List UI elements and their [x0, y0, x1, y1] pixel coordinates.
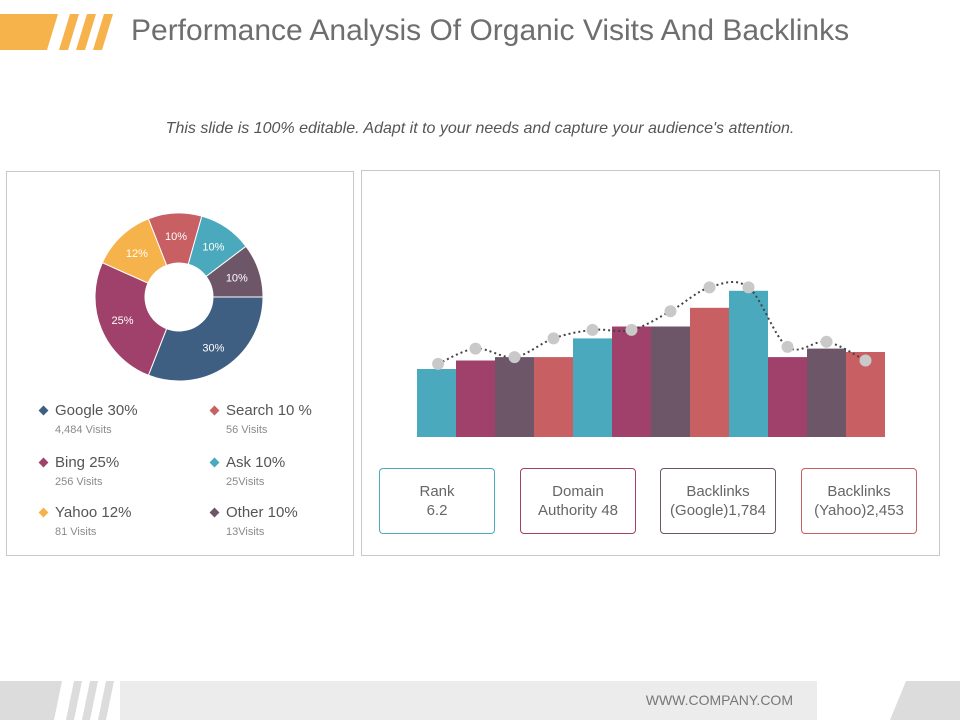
diamond-icon — [209, 405, 220, 416]
trend-point — [625, 323, 638, 336]
trend-point — [508, 351, 521, 364]
page-title: Performance Analysis Of Organic Visits A… — [131, 14, 850, 47]
donut-slice-label: 30% — [202, 342, 224, 354]
footer-decoration-right — [890, 681, 960, 720]
stat-line-1: Rank — [419, 483, 455, 500]
footer-decoration-left — [0, 681, 114, 720]
bar — [651, 326, 690, 437]
bar — [729, 290, 768, 437]
bar — [690, 307, 729, 437]
header-decoration — [0, 14, 113, 50]
legend-label: Bing 25% — [55, 454, 120, 471]
bar — [612, 326, 651, 437]
trend-point — [469, 342, 482, 355]
donut-slice-label: 10% — [202, 242, 224, 254]
legend-item-google: Google 30% 4,484 Visits — [37, 402, 207, 436]
page-subtitle: This slide is 100% editable. Adapt it to… — [165, 120, 795, 137]
trend-point — [859, 354, 872, 367]
bar — [768, 357, 807, 437]
donut-slice-other — [205, 245, 264, 298]
bar — [573, 338, 612, 437]
diamond-icon — [38, 405, 49, 416]
legend-item-bing: Bing 25% 256 Visits — [37, 454, 207, 488]
stat-box-backlinks-google: Backlinks (Google)1,784 — [660, 468, 776, 534]
stat-box-rank: Rank 6.2 — [379, 468, 495, 534]
legend-item-yahoo: Yahoo 12% 81 Visits — [37, 504, 207, 538]
legend-label: Yahoo 12% — [55, 504, 132, 521]
diamond-icon — [38, 507, 49, 518]
legend-visits: 81 Visits — [55, 526, 97, 538]
trend-point — [664, 305, 677, 318]
legend-item-ask: Ask 10% 25Visits — [208, 454, 378, 488]
diamond-icon — [209, 457, 220, 468]
donut-slice-label: 12% — [126, 248, 148, 260]
legend-label: Other 10% — [226, 504, 298, 521]
bar — [807, 348, 846, 437]
bar — [456, 360, 495, 437]
trend-point — [547, 332, 560, 345]
footer-bar: WWW.COMPANY.COM — [120, 681, 817, 720]
trend-point — [432, 357, 445, 370]
legend-visits: 4,484 Visits — [55, 424, 112, 436]
bar — [534, 357, 573, 437]
donut-slice-label: 10% — [226, 273, 248, 285]
donut-slice-bing — [94, 262, 168, 376]
donut-slice-label: 10% — [165, 231, 187, 243]
diamond-icon — [38, 457, 49, 468]
stat-line-1: Backlinks — [827, 483, 891, 500]
trend-point — [586, 323, 599, 336]
stat-box-domain-authority: Domain Authority 48 — [520, 468, 636, 534]
donut-slice-google — [147, 296, 264, 382]
stat-line-2: (Yahoo)2,453 — [814, 502, 904, 519]
bar — [417, 369, 456, 437]
stat-line-2: 6.2 — [426, 502, 448, 519]
trend-point — [820, 335, 833, 348]
donut-panel: 30% 25% 12% 10% 10% 10% Google 30% 4,484 Visi… — [6, 171, 354, 556]
bar — [495, 357, 534, 437]
legend-label: Google 30% — [55, 402, 138, 419]
legend-visits: 56 Visits — [226, 424, 268, 436]
diamond-icon — [209, 507, 220, 518]
legend-visits: 13Visits — [226, 526, 265, 538]
stat-box-backlinks-yahoo: Backlinks (Yahoo)2,453 — [801, 468, 917, 534]
donut-slice-label: 25% — [112, 315, 134, 327]
trend-point — [781, 340, 794, 353]
stat-line-2: Authority 48 — [537, 502, 619, 519]
trend-point — [742, 281, 755, 294]
stat-line-1: Backlinks — [686, 483, 750, 500]
donut-chart: 30% 25% 12% 10% 10% 10% — [94, 212, 264, 382]
trend-point — [703, 281, 716, 294]
legend-label: Ask 10% — [226, 454, 286, 471]
stat-line-1: Domain — [552, 483, 604, 500]
bar-panel — [361, 170, 940, 556]
legend-visits: 25Visits — [226, 476, 265, 488]
legend-visits: 256 Visits — [55, 476, 103, 488]
legend-item-search: Search 10 % 56 Visits — [208, 402, 378, 436]
bar-chart — [417, 280, 885, 437]
footer-url: WWW.COMPANY.COM — [645, 692, 793, 708]
legend-label: Search 10 % — [226, 402, 312, 419]
legend-item-other: Other 10% 13Visits — [208, 504, 378, 538]
stat-line-2: (Google)1,784 — [670, 502, 766, 519]
